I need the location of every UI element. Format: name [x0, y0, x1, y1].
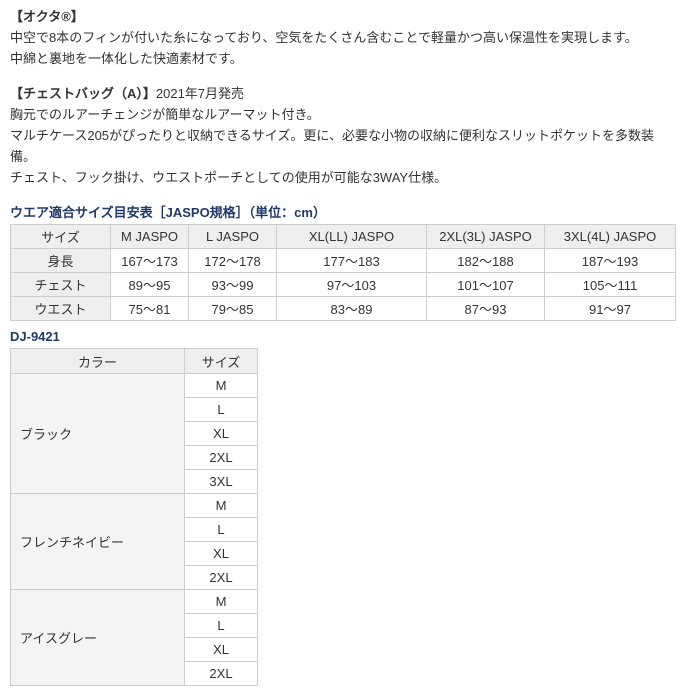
table-row-chest: チェスト 89～95 93～99 97～103 101～107 105～111 [10, 272, 676, 297]
column-header-size: サイズ [184, 348, 258, 374]
color-cell-black: ブラック [10, 373, 185, 494]
table-cell: 93～99 [188, 272, 277, 297]
table-row: XL [11, 637, 258, 662]
size-cell: 2XL [184, 565, 258, 590]
column-header-l: L JASPO [188, 224, 277, 249]
column-header-3xl: 3XL(4L) JASPO [544, 224, 676, 249]
color-size-table: カラー サイズ ブラック M L XL 2XL 3XL フレンチネイビー M L… [10, 348, 258, 686]
size-cell: XL [184, 421, 258, 446]
table-cell: 167～173 [110, 248, 189, 273]
table-cell: 187～193 [544, 248, 676, 273]
table-row: L [11, 397, 258, 422]
octa-description-line-2: 中綿と裏地を一体化した快適素材です。 [10, 51, 243, 66]
column-header-size: サイズ [10, 224, 111, 249]
table-cell: 177～183 [276, 248, 427, 273]
size-cell: L [184, 397, 258, 422]
table-cell: 89～95 [110, 272, 189, 297]
table-cell: 79～85 [188, 296, 277, 321]
size-cell: L [184, 613, 258, 638]
chest-bag-heading-label: 【チェストバッグ（A）】 [10, 86, 156, 101]
size-cell: M [184, 373, 258, 398]
chest-bag-heading: 【チェストバッグ（A）】2021年7月発売 [10, 83, 675, 104]
color-table-header-row: カラー サイズ [10, 348, 258, 374]
table-row: 2XL [11, 565, 258, 590]
table-row-waist: ウエスト 75～81 79～85 83～89 87～93 91～97 [10, 296, 676, 321]
column-header-m: M JASPO [110, 224, 189, 249]
column-header-2xl: 2XL(3L) JASPO [426, 224, 545, 249]
size-cell: M [184, 493, 258, 518]
table-cell: 91～97 [544, 296, 676, 321]
table-cell: 182～188 [426, 248, 545, 273]
color-cell-ice-gray: アイスグレー [10, 589, 185, 686]
table-row: アイスグレー M [10, 589, 258, 686]
chest-bag-description-line-2: マルチケース205がぴったりと収納できるサイズ。更に、必要な小物の収納に便利なス… [10, 128, 655, 164]
size-chart-title: ウエア適合サイズ目安表［JASPO規格］（単位：cm） [10, 205, 326, 220]
column-header-xl: XL(LL) JASPO [276, 224, 427, 249]
table-cell: 87～93 [426, 296, 545, 321]
size-cell: 2XL [184, 445, 258, 470]
column-header-color: カラー [10, 348, 185, 374]
product-code: DJ-9421 [10, 329, 60, 344]
row-header-waist: ウエスト [10, 296, 111, 321]
table-row: 3XL [11, 469, 258, 494]
size-cell: L [184, 517, 258, 542]
row-header-chest: チェスト [10, 272, 111, 297]
table-cell: 101～107 [426, 272, 545, 297]
table-cell: 83～89 [276, 296, 427, 321]
table-row: XL [11, 541, 258, 566]
table-row: 2XL [11, 445, 258, 470]
table-row: フレンチネイビー M [10, 493, 258, 590]
octa-description-line-1: 中空で8本のフィンが付いた糸になっており、空気をたくさん含むことで軽量かつ高い保… [10, 30, 638, 45]
size-cell: XL [184, 637, 258, 662]
table-cell: 97～103 [276, 272, 427, 297]
size-chart-table: サイズ M JASPO L JASPO XL(LL) JASPO 2XL(3L)… [10, 224, 676, 321]
table-row: ブラック M [10, 373, 258, 494]
size-chart-header-row: サイズ M JASPO L JASPO XL(LL) JASPO 2XL(3L)… [10, 224, 676, 249]
size-cell: 3XL [184, 469, 258, 494]
table-cell: 172～178 [188, 248, 277, 273]
table-row: L [11, 517, 258, 542]
table-row-height: 身長 167～173 172～178 177～183 182～188 187～1… [10, 248, 676, 273]
color-cell-french-navy: フレンチネイビー [10, 493, 185, 590]
size-cell: XL [184, 541, 258, 566]
row-header-height: 身長 [10, 248, 111, 273]
chest-bag-description-line-1: 胸元でのルアーチェンジが簡単なルアーマット付き。 [10, 107, 320, 122]
table-cell: 105～111 [544, 272, 676, 297]
release-date: 2021年7月発売 [155, 86, 245, 101]
table-row: XL [11, 421, 258, 446]
octa-heading: 【オクタ®】 [10, 9, 84, 24]
table-cell: 75～81 [110, 296, 189, 321]
size-cell: M [184, 589, 258, 614]
size-cell: 2XL [184, 661, 258, 686]
chest-bag-description-line-3: チェスト、フック掛け、ウエストポーチとしての使用が可能な3WAY仕様。 [10, 170, 448, 185]
